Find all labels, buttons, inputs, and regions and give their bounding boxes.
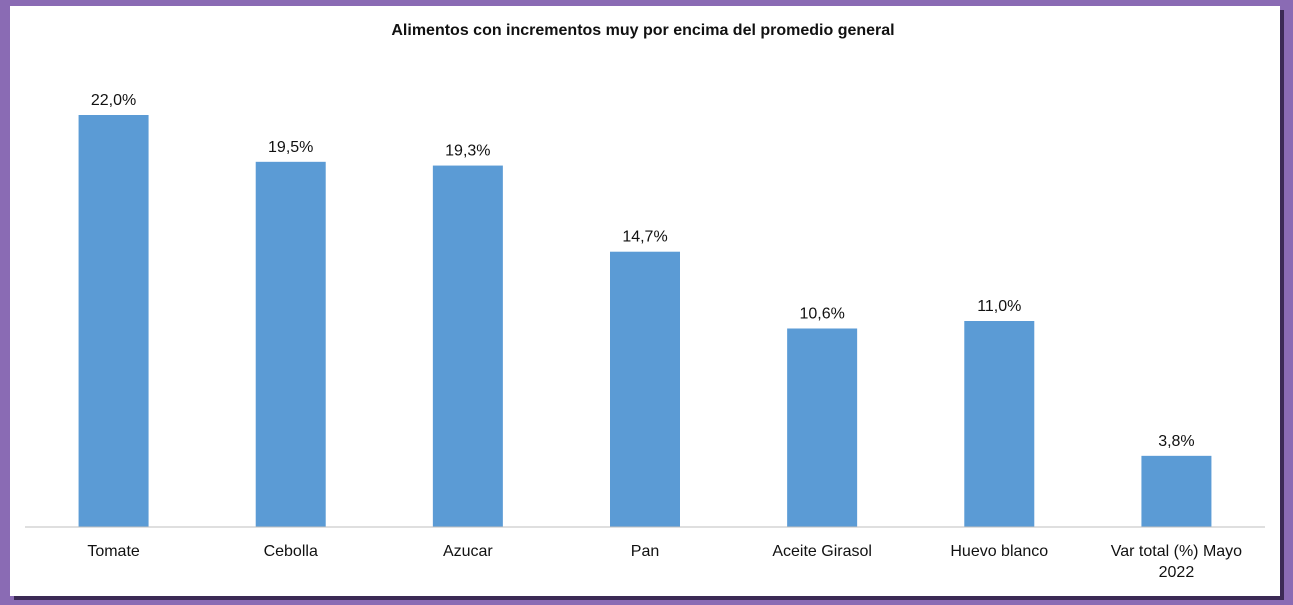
bar	[964, 321, 1035, 527]
bar	[610, 251, 680, 527]
bar	[432, 165, 503, 527]
data-label: 22,0%	[91, 92, 136, 109]
chart-title: Alimentos con incrementos muy por encima…	[391, 22, 894, 39]
category-label: Azucar	[443, 543, 493, 560]
category-label: Pan	[631, 543, 659, 560]
category-label: Var total (%) Mayo	[1111, 543, 1242, 560]
data-label: 19,3%	[445, 143, 490, 160]
bar	[787, 328, 858, 527]
category-label: Cebolla	[264, 543, 318, 560]
chart-panel: Alimentos con incrementos muy por encima…	[10, 6, 1280, 596]
bar-chart: Alimentos con incrementos muy por encima…	[25, 22, 1265, 581]
bar	[1141, 455, 1212, 527]
category-label: 2022	[1159, 564, 1195, 581]
data-label: 11,0%	[977, 298, 1021, 315]
category-label: Huevo blanco	[950, 543, 1048, 560]
category-label: Tomate	[87, 543, 140, 560]
data-label: 3,8%	[1158, 433, 1194, 450]
data-label: 10,6%	[799, 305, 844, 322]
category-label: Aceite Girasol	[772, 543, 872, 560]
data-label: 19,5%	[268, 139, 313, 156]
data-label: 14,7%	[622, 229, 667, 246]
bar	[78, 115, 149, 527]
bar	[255, 161, 326, 527]
